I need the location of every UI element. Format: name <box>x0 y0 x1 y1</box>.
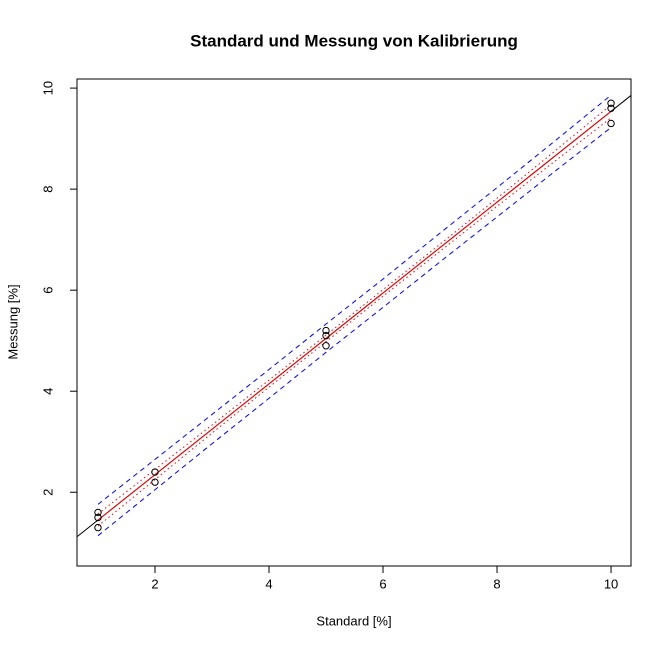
band-line <box>97 94 612 505</box>
data-point <box>322 331 330 340</box>
y-tick-label: 8 <box>40 186 55 193</box>
x-tick-label: 2 <box>151 576 158 591</box>
y-tick-label: 6 <box>40 287 55 294</box>
x-tick-label: 6 <box>379 576 386 591</box>
data-point <box>151 478 159 486</box>
data-point <box>607 119 615 128</box>
y-axis-title: Messung [%] <box>5 284 20 359</box>
data-point <box>94 523 102 532</box>
data-point <box>322 342 330 350</box>
data-point <box>322 326 330 335</box>
band-line <box>97 110 612 521</box>
band-line <box>97 117 612 527</box>
plot-box <box>76 78 632 567</box>
plot-area <box>77 94 631 538</box>
band-line <box>97 127 612 537</box>
data-point <box>94 508 102 517</box>
y-tick-label: 4 <box>40 388 55 395</box>
y-tick-label: 2 <box>40 489 55 496</box>
x-tick-label: 10 <box>604 576 618 591</box>
x-tick-label: 4 <box>265 576 272 591</box>
data-point <box>94 513 102 522</box>
data-point <box>151 468 159 476</box>
x-axis-title: Standard [%] <box>316 613 391 628</box>
y-tick-label: 10 <box>40 81 55 95</box>
data-point <box>607 99 615 107</box>
chart-title: Standard und Messung von Kalibrierung <box>190 31 518 50</box>
data-point <box>607 104 615 113</box>
x-tick-label: 8 <box>493 576 500 591</box>
band-line <box>97 104 612 515</box>
